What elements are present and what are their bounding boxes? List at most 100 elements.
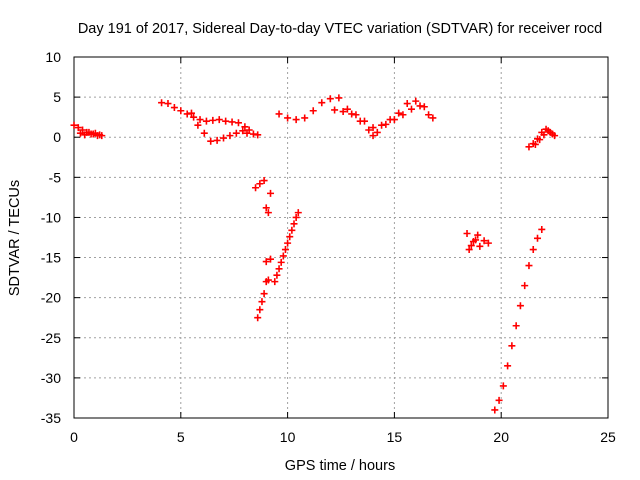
data-point <box>226 132 234 140</box>
data-point <box>187 109 195 117</box>
data-point <box>521 282 529 290</box>
data-point <box>284 239 292 247</box>
y-axis-label: SDTVAR / TECUs <box>7 180 23 296</box>
data-point <box>309 107 317 115</box>
series-arc-1 <box>70 121 106 140</box>
data-point <box>284 114 292 122</box>
series-arc-9 <box>491 225 546 414</box>
data-point <box>540 131 548 139</box>
data-point <box>177 107 185 115</box>
data-points <box>70 94 559 414</box>
chart-title: Day 191 of 2017, Sidereal Day-to-day VTE… <box>78 21 602 37</box>
data-point <box>425 111 433 119</box>
data-point <box>281 246 289 254</box>
data-point <box>279 252 287 260</box>
data-point <box>277 258 285 266</box>
data-point <box>271 278 279 286</box>
data-point <box>294 209 302 217</box>
data-point <box>536 136 544 144</box>
data-point <box>220 134 228 142</box>
data-point <box>76 129 84 137</box>
data-point <box>273 271 281 279</box>
y-tick-label: -30 <box>41 370 61 386</box>
data-point <box>292 116 300 124</box>
data-point <box>85 128 93 136</box>
data-point <box>252 184 260 192</box>
data-point <box>209 116 217 124</box>
series-arc-2 <box>158 99 253 134</box>
data-point <box>378 121 386 129</box>
data-point <box>256 306 264 314</box>
data-point <box>301 114 309 122</box>
data-point <box>356 117 364 125</box>
data-point <box>429 114 437 122</box>
data-point <box>290 220 298 228</box>
data-point <box>469 238 477 246</box>
data-point <box>202 117 210 125</box>
data-point <box>525 262 533 270</box>
data-point <box>476 242 484 250</box>
data-point <box>544 127 552 135</box>
data-point <box>249 130 257 138</box>
data-point <box>170 104 178 112</box>
data-point <box>491 406 499 414</box>
y-tick-label: 0 <box>53 129 61 145</box>
data-point <box>239 127 247 135</box>
data-point <box>222 117 230 125</box>
data-point <box>70 121 78 129</box>
data-point <box>534 234 542 242</box>
y-tick-label: -35 <box>41 410 61 426</box>
series-arc-3 <box>187 109 262 145</box>
data-point <box>215 116 223 124</box>
x-tick-label: 25 <box>600 429 616 445</box>
data-point <box>232 129 240 137</box>
y-tick-label: -10 <box>41 209 61 225</box>
data-point <box>339 108 347 116</box>
data-point <box>318 99 326 107</box>
data-point <box>258 298 266 306</box>
y-tick-label: -5 <box>49 169 62 185</box>
data-point <box>267 255 275 263</box>
data-point <box>538 225 546 233</box>
data-point <box>264 209 272 217</box>
y-tick-label: -20 <box>41 290 61 306</box>
data-point <box>369 132 377 140</box>
data-point <box>196 116 204 124</box>
y-tick-label: -15 <box>41 250 61 266</box>
x-tick-label: 5 <box>177 429 185 445</box>
data-point <box>407 105 415 113</box>
data-point <box>262 278 270 286</box>
data-point <box>260 290 268 298</box>
data-point <box>467 242 475 250</box>
data-point <box>89 130 97 138</box>
data-point <box>262 204 270 212</box>
data-point <box>465 246 473 254</box>
axes: 0 5 10 15 20 25 10 5 0 -5 -10 -15 -20 -25 -30 -35 <box>41 49 616 445</box>
data-point <box>286 233 294 241</box>
data-point <box>348 110 356 118</box>
series-arc-4 <box>275 94 437 132</box>
series-arc-8 <box>463 229 492 254</box>
data-point <box>275 265 283 273</box>
data-point <box>412 97 420 105</box>
data-point <box>474 231 482 239</box>
data-point <box>335 94 343 102</box>
data-point <box>326 95 334 103</box>
data-point <box>403 100 411 108</box>
data-point <box>365 126 373 134</box>
data-point <box>516 302 524 310</box>
data-point <box>343 105 351 113</box>
data-point <box>395 109 403 117</box>
data-point <box>74 124 82 132</box>
data-point <box>164 100 172 108</box>
data-point <box>292 213 300 221</box>
data-point <box>484 239 492 247</box>
data-point <box>260 177 268 185</box>
series-arc-10 <box>525 125 559 151</box>
data-point <box>213 136 221 144</box>
data-point <box>254 314 262 322</box>
x-axis-label: GPS time / hours <box>285 458 395 474</box>
data-point <box>463 229 471 237</box>
data-point <box>369 124 377 132</box>
